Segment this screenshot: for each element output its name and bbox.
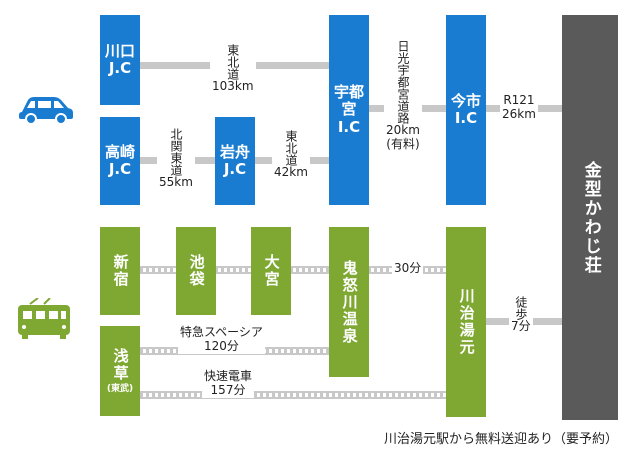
station-shinjuku: 新宿 xyxy=(100,227,140,315)
footer-note: 川治湯元駅から無料送迎あり（要予約） xyxy=(383,432,618,447)
destination-kanagata-kawajiso: 金型かわじ荘 xyxy=(562,15,618,420)
route-tohoku-main-label: 東北道 103km xyxy=(210,44,256,94)
rail-ikebukuro-omiya xyxy=(215,266,253,274)
station-asakusa: 浅草 (東武) xyxy=(100,326,140,416)
route-r121-label: R121 26km xyxy=(500,93,538,122)
rapid-label: 快速電車 157分 xyxy=(202,369,255,398)
train-icon xyxy=(18,298,70,339)
station-kawaji-yumoto: 川治湯元 xyxy=(446,227,486,417)
spacia-label: 特急スペーシア 120分 xyxy=(178,325,265,354)
rail-shinjuku-ikebukuro xyxy=(140,266,178,274)
station-omiya: 大宮 xyxy=(251,227,291,315)
station-kinugawa-onsen: 鬼怒川温泉 xyxy=(329,227,369,377)
node-imaichi-ic: 今市 I.C xyxy=(446,15,486,205)
route-nikko-label: 日光宇都宮道路 20km (有料) xyxy=(384,40,422,152)
car-icon xyxy=(19,97,73,124)
node-utsunomiya-ic: 宇都宮 I.C xyxy=(329,15,369,205)
station-ikebukuro: 池袋 xyxy=(176,227,216,315)
rail-kinugawa-time: 30分 xyxy=(392,261,424,276)
walk-label: 徒歩 7分 xyxy=(509,296,533,334)
node-iwafune-jc: 岩舟 J.C xyxy=(215,117,255,205)
node-kawaguchi-jc: 川口 J.C xyxy=(100,15,140,105)
route-kitakanto-label: 北関東道 55km xyxy=(157,128,195,190)
rail-rapid xyxy=(140,391,448,399)
rail-omiya-kinugawa xyxy=(290,266,330,274)
route-tohoku-sub-label: 東北道 42km xyxy=(272,130,310,180)
node-takasaki-jc: 高崎 J.C xyxy=(100,117,140,205)
